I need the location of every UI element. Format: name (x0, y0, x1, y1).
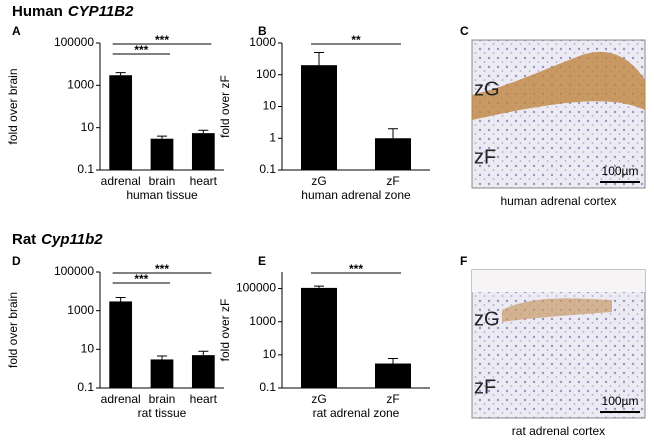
error-bar (388, 128, 398, 139)
error-bar (388, 358, 398, 364)
section-heading: Rat Cyp11b2 (12, 231, 103, 248)
scale-bar-label: 100µm (602, 394, 639, 408)
y-tick-label: 1000 (249, 35, 276, 49)
bar (375, 138, 411, 170)
y-tick-label: 1000 (249, 314, 276, 328)
y-tick-label: 100000 (54, 264, 94, 278)
y-tick-label: 0.1 (77, 380, 94, 394)
significance-label: *** (349, 262, 363, 276)
x-tick-label: heart (190, 174, 218, 188)
significance-label: ** (351, 33, 361, 47)
panel-letter: D (12, 254, 21, 268)
y-tick-label: 100 (256, 67, 276, 81)
y-tick-label: 0.1 (259, 162, 276, 176)
y-tick-label: 1000 (67, 303, 94, 317)
panel-letter: F (460, 254, 467, 268)
error-bar (115, 72, 126, 76)
y-tick-label: 100000 (236, 281, 276, 295)
error-bar (157, 355, 167, 360)
panel-letter: E (258, 254, 266, 268)
panel-letter: A (12, 24, 21, 38)
zone-label: zF (474, 376, 496, 398)
y-tick-label: 10 (81, 120, 95, 134)
x-tick-label: adrenal (101, 392, 141, 406)
significance-label: *** (155, 262, 169, 276)
significance-label: *** (155, 33, 169, 47)
y-tick-label: 10 (81, 342, 95, 356)
section-heading: Human CYP11B2 (12, 3, 134, 20)
capsule (472, 270, 645, 292)
stain-region (472, 51, 645, 120)
error-bar (157, 135, 167, 139)
species: Rat (12, 231, 36, 248)
image-caption: human adrenal cortex (500, 194, 616, 208)
bar (150, 138, 174, 170)
x-tick-label: brain (149, 392, 176, 406)
x-tick-label: heart (190, 392, 218, 406)
x-tick-label: zG (311, 392, 326, 406)
x-axis-label: human tissue (126, 188, 198, 202)
x-axis-label: human adrenal zone (301, 188, 411, 202)
error-bar (314, 285, 324, 288)
y-tick-label: 100000 (54, 35, 94, 49)
zone-label: zG (474, 308, 500, 330)
bar (109, 75, 133, 170)
y-tick-label: 1000 (67, 78, 94, 92)
gene: CYP11B2 (68, 3, 134, 20)
bar (150, 359, 174, 388)
bar (375, 363, 411, 388)
x-tick-label: brain (149, 174, 176, 188)
image-caption: rat adrenal cortex (512, 424, 605, 438)
bar (191, 133, 215, 170)
y-axis-label: fold over brain (6, 68, 20, 144)
y-axis-label: fold over zF (218, 299, 232, 362)
y-tick-label: 10 (263, 99, 277, 113)
y-axis-label: fold over brain (6, 292, 20, 368)
y-tick-label: 0.1 (77, 162, 94, 176)
y-tick-label: 1 (269, 130, 276, 144)
bar (301, 287, 337, 388)
y-tick-label: 0.1 (259, 380, 276, 394)
species: Human (12, 3, 63, 20)
scale-bar-label: 100µm (602, 164, 639, 178)
x-tick-label: zF (386, 174, 399, 188)
bar (301, 65, 337, 170)
x-tick-label: zF (386, 392, 399, 406)
x-tick-label: zG (311, 174, 326, 188)
significance-label: *** (134, 43, 148, 57)
error-bar (115, 296, 126, 302)
error-bar (198, 350, 209, 356)
gene: Cyp11b2 (41, 231, 103, 248)
stain-region (502, 298, 612, 322)
error-bar (198, 129, 209, 134)
y-tick-label: 10 (263, 347, 277, 361)
micrograph (471, 269, 646, 419)
bar (191, 355, 215, 388)
bar (109, 301, 133, 388)
x-axis-label: rat adrenal zone (313, 406, 400, 420)
y-axis-label: fold over zF (218, 75, 232, 138)
zone-label: zF (474, 146, 496, 168)
panel-letter: B (258, 24, 267, 38)
error-bar (314, 52, 324, 66)
panel-letter: C (460, 24, 469, 38)
zone-label: zG (474, 78, 500, 100)
x-tick-label: adrenal (101, 174, 141, 188)
significance-label: *** (134, 272, 148, 286)
x-axis-label: rat tissue (138, 406, 187, 420)
